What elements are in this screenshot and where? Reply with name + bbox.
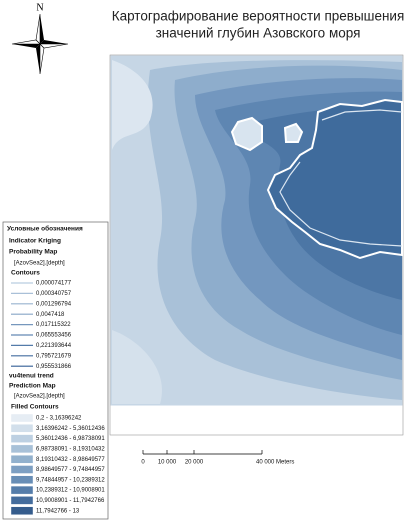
- contour-label: 0,795721679: [36, 353, 72, 359]
- contour-label: 0,955531866: [36, 364, 72, 370]
- filled-swatch: [10, 455, 34, 464]
- filled-label: 8,98649577 - 9,74844957: [36, 467, 105, 473]
- legend-heading: Условные обозначения: [7, 225, 83, 233]
- filled-label: 8,19310432 - 8,98649577: [36, 457, 105, 463]
- map: [109, 54, 404, 436]
- filled-label: 10,2389312 - 10,9008901: [36, 488, 105, 494]
- scale-label: 0: [141, 460, 145, 466]
- contours-title: Contours: [11, 270, 40, 277]
- filled-swatch: [10, 506, 34, 515]
- filled-swatch: [10, 434, 34, 443]
- layer-field: [AzovSea2].[depth]: [14, 394, 65, 400]
- contour-label: 0,000074177: [36, 281, 72, 287]
- title: Картографирование вероятности превышения: [112, 9, 405, 24]
- filled-label: 11,7942766 - 13: [36, 508, 80, 514]
- contour-label: 0,001296794: [36, 301, 72, 307]
- filled-label: 0,2 - 3,16396242: [36, 416, 82, 422]
- filled-title: Filled Contours: [11, 404, 59, 411]
- filled-swatch: [10, 413, 34, 423]
- layer-field: [AzovSea2].[depth]: [14, 261, 65, 267]
- filled-swatch: [10, 465, 34, 474]
- layer-name: vu4tenui trend: [9, 373, 54, 380]
- filled-label: 9,74844957 - 10,2389312: [36, 477, 105, 483]
- layer-type: Probability Map: [9, 249, 57, 256]
- filled-swatch: [10, 424, 34, 433]
- legend: Условные обозначения Indicator Kriging P…: [2, 221, 109, 520]
- filled-swatch: [10, 475, 34, 484]
- filled-label: 3,16396242 - 5,36012436: [36, 426, 105, 432]
- contour-label: 0,221393644: [36, 343, 72, 349]
- scale-label: 20 000: [185, 460, 204, 466]
- filled-label: 6,98738091 - 8,19310432: [36, 446, 105, 452]
- filled-swatch: [10, 444, 34, 454]
- contour-label: 0,000340757: [36, 291, 72, 297]
- filled-swatch: [10, 485, 34, 495]
- north-arrow: N: [11, 2, 69, 75]
- scale-label: 10 000: [158, 460, 177, 466]
- contour-label: 0,065553456: [36, 333, 72, 339]
- filled-label: 5,36012436 - 6,98738091: [36, 436, 105, 442]
- layer-type: Prediction Map: [9, 383, 56, 390]
- title: значений глубин Азовского моря: [156, 26, 361, 41]
- scale-bar: 0 10 000 20 000 40 000 Meters: [141, 450, 294, 466]
- filled-label: 10,9008901 - 11,7942766: [36, 498, 105, 504]
- contour-label: 0,0047418: [36, 312, 65, 318]
- contour-label: 0,017115322: [36, 322, 71, 328]
- scale-label: 40 000 Meters: [256, 460, 294, 466]
- layer-name: Indicator Kriging: [9, 238, 61, 245]
- north-label: N: [36, 2, 43, 13]
- filled-swatch: [10, 496, 34, 505]
